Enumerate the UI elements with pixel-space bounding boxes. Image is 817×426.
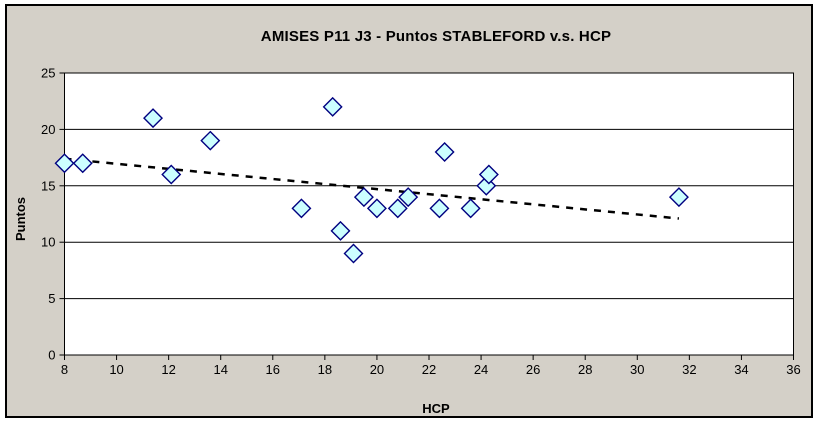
x-tick-label-28: 28: [578, 362, 592, 377]
data-point-9[interactable]: [353, 187, 374, 208]
y-tick-label-20: 20: [41, 122, 55, 137]
y-tick-label-5: 5: [48, 291, 55, 306]
y-tick-label-25: 25: [41, 66, 55, 81]
x-tick-label-16: 16: [266, 362, 280, 377]
data-point-10[interactable]: [366, 198, 387, 219]
data-point-16[interactable]: [476, 175, 497, 196]
x-tick-label-10: 10: [109, 362, 123, 377]
y-tick-label-0: 0: [48, 348, 55, 363]
data-point-6[interactable]: [322, 96, 343, 117]
x-tick-label-32: 32: [682, 362, 696, 377]
data-point-14[interactable]: [434, 141, 455, 162]
data-point-11[interactable]: [387, 198, 408, 219]
data-point-1[interactable]: [72, 153, 93, 174]
chart-title: AMISES P11 J3 - Puntos STABLEFORD v.s. H…: [260, 28, 612, 45]
data-point-7[interactable]: [330, 220, 351, 241]
plot-background: [64, 73, 794, 355]
data-point-12[interactable]: [398, 187, 419, 208]
x-axis-title: HCP: [422, 401, 450, 416]
data-point-15[interactable]: [460, 198, 481, 219]
trendline: [64, 157, 680, 220]
x-tick-label-30: 30: [630, 362, 644, 377]
x-tick-label-22: 22: [422, 362, 436, 377]
x-tick-label-34: 34: [734, 362, 748, 377]
data-point-5[interactable]: [291, 198, 312, 219]
data-point-0[interactable]: [54, 153, 75, 174]
data-point-8[interactable]: [343, 243, 364, 264]
x-tick-label-14: 14: [213, 362, 227, 377]
data-point-3[interactable]: [161, 164, 182, 185]
x-tick-label-36: 36: [786, 362, 800, 377]
x-tick-label-24: 24: [474, 362, 488, 377]
data-point-17[interactable]: [478, 164, 499, 185]
x-tick-label-26: 26: [526, 362, 540, 377]
x-tick-label-8: 8: [61, 362, 68, 377]
data-point-2[interactable]: [143, 108, 164, 129]
data-point-13[interactable]: [429, 198, 450, 219]
x-tick-label-20: 20: [370, 362, 384, 377]
data-point-18[interactable]: [668, 187, 689, 208]
x-tick-label-18: 18: [318, 362, 332, 377]
y-tick-label-15: 15: [41, 178, 55, 193]
x-tick-label-12: 12: [161, 362, 175, 377]
y-tick-label-10: 10: [41, 235, 55, 250]
data-point-4[interactable]: [200, 130, 221, 151]
